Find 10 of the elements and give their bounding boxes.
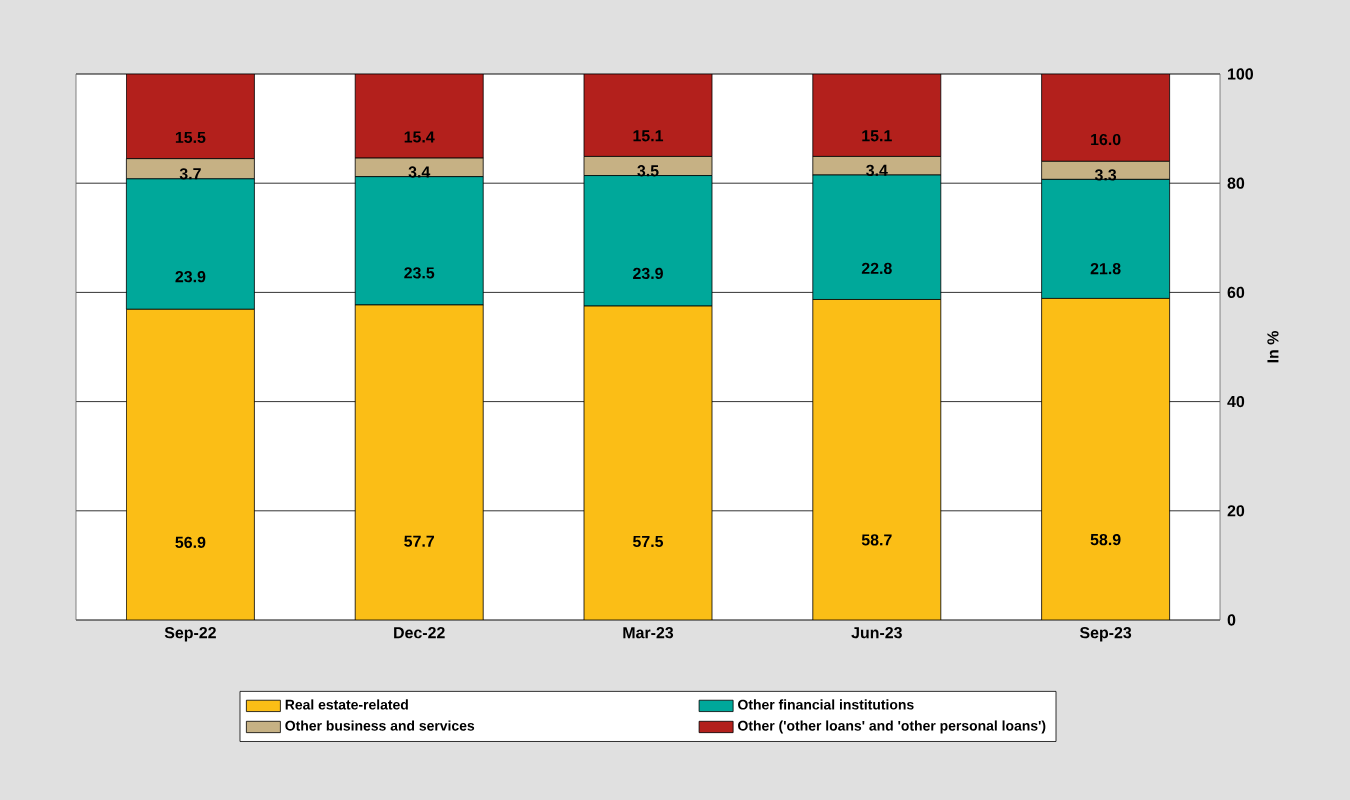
bar — [812, 299, 942, 620]
bar — [354, 304, 484, 620]
bar — [1041, 298, 1171, 620]
bar — [583, 73, 713, 157]
bar — [354, 73, 484, 159]
bar — [1041, 73, 1171, 162]
bar — [126, 73, 255, 160]
bar — [812, 73, 942, 157]
bar — [126, 308, 255, 620]
bar — [583, 305, 713, 620]
